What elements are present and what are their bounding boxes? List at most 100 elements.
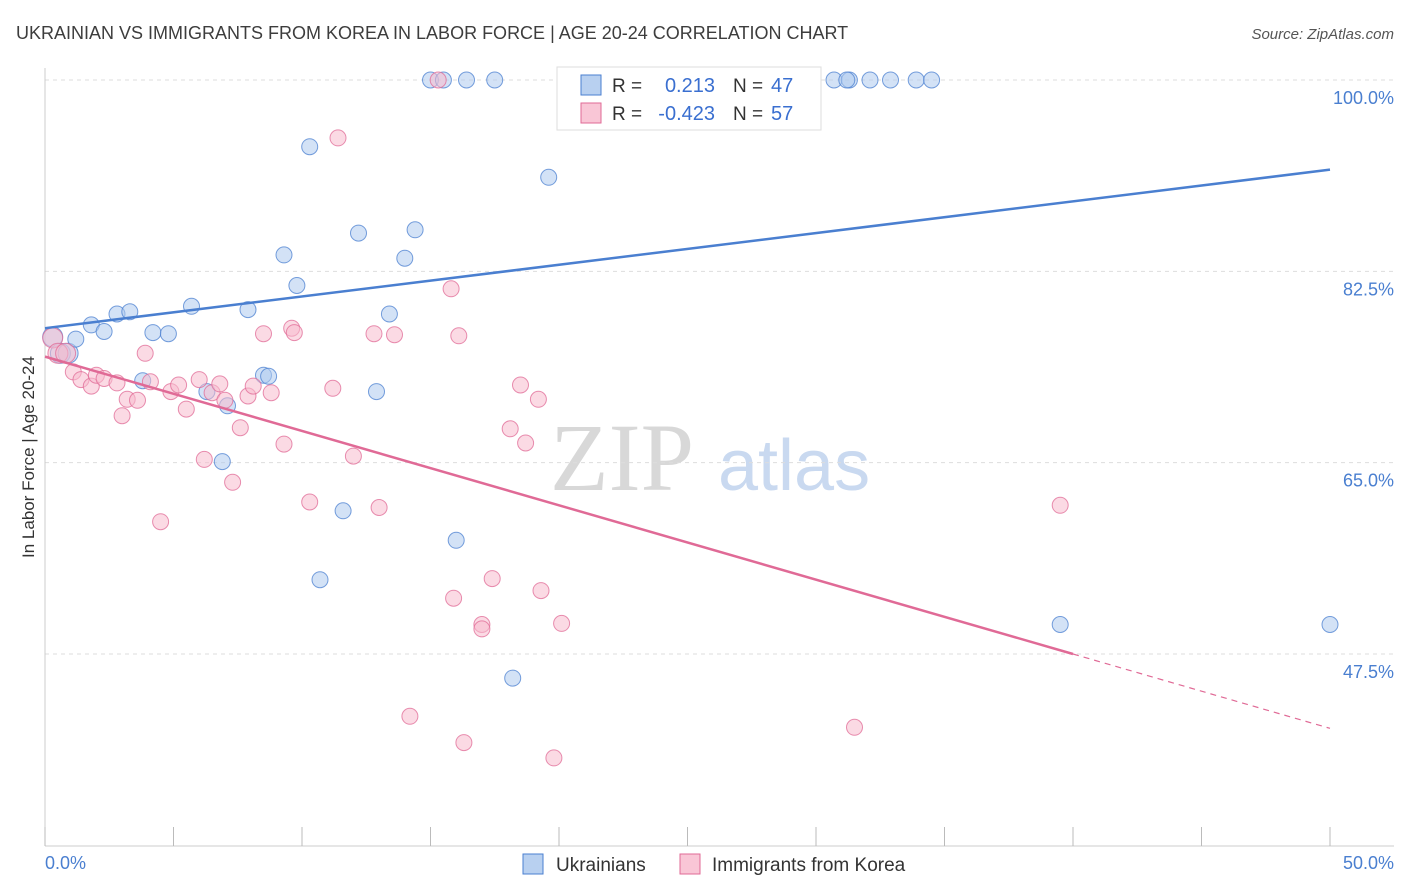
stats-legend-n-label-1: N =	[733, 76, 763, 97]
x-ticks	[44, 827, 1331, 846]
point-ukrainians	[838, 71, 856, 89]
point-korea	[1051, 496, 1069, 514]
watermark-atlas: atlas	[718, 426, 870, 506]
point-korea	[450, 327, 468, 345]
point-ukrainians	[288, 277, 306, 294]
point-ukrainians	[486, 71, 504, 89]
point-korea	[231, 419, 249, 437]
stats-legend: R = 0.213 N = 47 R = -0.423 N = 57	[556, 66, 822, 131]
point-korea	[517, 434, 535, 452]
point-ukrainians	[907, 71, 925, 89]
stats-legend-swatch-korea	[580, 102, 602, 124]
x-tick-label-min: 0.0%	[45, 853, 86, 873]
point-korea	[553, 614, 571, 632]
y-tick-label: 82.5%	[1343, 279, 1394, 299]
axes	[44, 68, 1394, 847]
legend-swatch-korea	[679, 853, 701, 875]
point-ukrainians	[311, 571, 329, 589]
series-legend: Ukrainians Immigrants from Korea	[522, 853, 906, 876]
point-korea	[301, 493, 319, 511]
point-korea	[501, 420, 519, 438]
point-ukrainians	[239, 301, 257, 319]
point-ukrainians	[406, 221, 424, 239]
watermark-zip: ZIP	[550, 404, 694, 511]
point-korea	[455, 734, 473, 752]
point-korea	[401, 707, 419, 725]
point-korea	[170, 376, 188, 394]
point-korea	[275, 435, 293, 453]
point-ukrainians	[350, 224, 367, 242]
stats-legend-r-label-1: R =	[612, 76, 642, 97]
stats-legend-r-value-2: -0.423	[658, 103, 715, 125]
point-korea	[365, 325, 383, 343]
stats-legend-n-label-2: N =	[733, 104, 763, 125]
y-tick-labels: 100.0% 82.5% 65.0% 47.5%	[1333, 88, 1394, 682]
y-tick-label: 47.5%	[1343, 662, 1394, 682]
point-korea	[255, 325, 272, 343]
point-korea	[529, 390, 547, 408]
point-ukrainians	[67, 330, 85, 348]
trend-line-ukrainians	[44, 168, 1331, 330]
legend-label-ukrainians: Ukrainians	[556, 855, 646, 876]
legend-label-korea: Immigrants from Korea	[712, 855, 906, 876]
trend-lines	[44, 168, 1331, 729]
point-ukrainians	[275, 246, 293, 264]
point-ukrainians	[882, 71, 899, 89]
point-korea	[545, 749, 563, 767]
point-ukrainians	[380, 305, 398, 323]
point-korea	[445, 589, 463, 607]
point-korea	[224, 473, 242, 491]
point-ukrainians	[1321, 616, 1339, 633]
point-ukrainians	[301, 138, 319, 156]
point-ukrainians	[260, 367, 278, 385]
point-korea	[195, 450, 213, 468]
y-tick-label: 100.0%	[1333, 88, 1394, 108]
legend-swatch-ukrainians	[522, 853, 544, 875]
point-ukrainians	[368, 383, 385, 401]
series-korea-points	[42, 71, 1069, 767]
point-korea	[136, 344, 154, 362]
chart-title: UKRAINIAN VS IMMIGRANTS FROM KOREA IN LA…	[16, 23, 848, 43]
point-ukrainians	[504, 669, 522, 687]
point-korea	[152, 513, 170, 531]
y-axis-title: In Labor Force | Age 20-24	[19, 356, 38, 558]
point-korea	[244, 377, 262, 395]
x-tick-label-max: 50.0%	[1343, 853, 1394, 873]
point-korea	[846, 718, 863, 736]
grid-lines	[45, 79, 1394, 655]
watermark: ZIP atlas	[550, 404, 870, 511]
point-korea	[429, 71, 447, 89]
trend-line-korea	[44, 355, 1074, 656]
point-korea	[177, 400, 195, 418]
point-korea	[532, 582, 550, 600]
point-korea	[442, 280, 460, 298]
point-korea	[129, 391, 146, 409]
point-korea	[483, 570, 501, 588]
point-ukrainians	[121, 303, 139, 321]
point-ukrainians	[861, 71, 879, 89]
point-ukrainians	[540, 168, 558, 186]
point-korea	[386, 326, 403, 344]
point-korea	[473, 620, 491, 638]
stats-legend-r-value-1: 0.213	[665, 75, 715, 97]
source-label: Source: ZipAtlas.com	[1251, 26, 1394, 43]
point-korea	[329, 129, 347, 147]
point-ukrainians	[334, 502, 352, 520]
series-ukrainians-points	[42, 71, 1339, 687]
point-ukrainians	[159, 325, 177, 343]
point-korea	[113, 407, 131, 425]
stats-legend-n-value-2: 57	[771, 103, 793, 125]
trend-line-korea-extension	[1072, 653, 1331, 729]
point-ukrainians	[458, 71, 475, 89]
point-korea	[211, 375, 229, 393]
point-ukrainians	[923, 71, 941, 89]
point-ukrainians	[213, 453, 231, 471]
point-korea	[262, 384, 280, 402]
point-korea	[512, 376, 529, 394]
y-tick-label: 65.0%	[1343, 471, 1394, 491]
point-korea	[285, 324, 303, 342]
point-ukrainians	[396, 249, 414, 267]
point-ukrainians	[144, 324, 162, 342]
point-korea	[190, 371, 208, 389]
point-ukrainians	[1051, 616, 1069, 633]
